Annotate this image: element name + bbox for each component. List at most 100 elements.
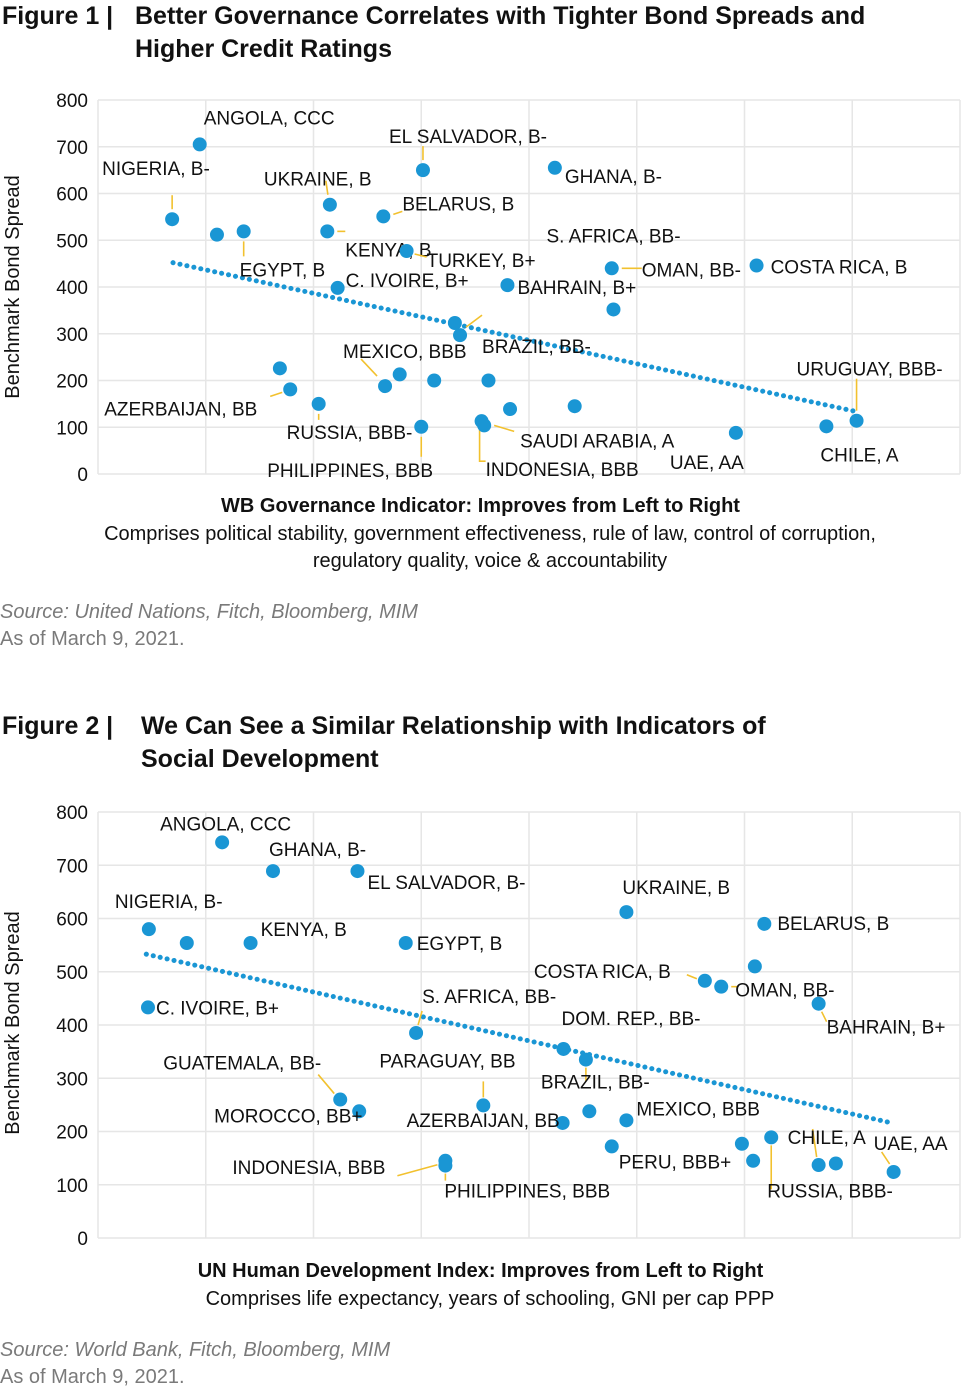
figure2-number: Figure 2 | <box>2 712 114 740</box>
figure2-chart: 0 100 200 300 400 500 600 700 800 Benchmark Bond … <box>2 803 961 1250</box>
data-point <box>409 1025 424 1040</box>
data-label: AZERBAIJAN, BB <box>104 399 257 420</box>
leader-line <box>317 1074 335 1095</box>
leader-line <box>397 1164 438 1177</box>
data-point <box>619 905 634 920</box>
data-label: OMAN, BB- <box>642 260 741 281</box>
y-tick-label: 700 <box>56 138 88 159</box>
leader-line <box>325 180 329 195</box>
data-label: MEXICO, BBB <box>343 342 467 363</box>
data-point <box>819 419 834 434</box>
y-tick-label: 300 <box>56 325 88 346</box>
data-point <box>500 278 515 293</box>
data-point <box>320 224 335 239</box>
leader-line <box>880 1151 891 1165</box>
figure1-title: Figure 1 | Better Governance Correlates … <box>2 0 960 66</box>
figure2-title-line1: We Can See a Similar Relationship with I… <box>141 712 766 740</box>
data-point <box>447 315 462 330</box>
y-tick-label: 0 <box>77 465 88 486</box>
data-point <box>330 280 345 295</box>
data-label: TURKEY, B+ <box>427 251 536 272</box>
leader-line <box>811 1128 818 1158</box>
data-label: BRAZIL, BB- <box>482 337 591 358</box>
data-point <box>886 1164 901 1179</box>
data-label: BELARUS, B <box>777 914 889 935</box>
data-label: RUSSIA, BBB- <box>287 423 413 444</box>
data-point <box>481 373 496 388</box>
leader-line <box>820 1011 828 1023</box>
figure2-y-axis-title: Benchmark Bond Spread <box>2 911 24 1134</box>
leader-line <box>465 314 483 328</box>
data-label: COSTA RICA, B <box>534 962 671 983</box>
data-point <box>438 1158 453 1173</box>
data-label: ANGOLA, CCC <box>204 108 335 129</box>
data-label: PHILIPPINES, BBB <box>267 461 433 482</box>
data-point <box>350 864 365 879</box>
figure1-source: Source: United Nations, Fitch, Bloomberg… <box>0 601 418 623</box>
data-point <box>828 1156 843 1171</box>
data-point <box>567 399 582 414</box>
data-point <box>476 1098 491 1113</box>
data-label: GUATEMALA, BB- <box>163 1054 321 1075</box>
data-label: KENYA, B <box>261 920 347 941</box>
y-tick-label: 0 <box>77 1229 88 1250</box>
leader-line <box>393 210 403 216</box>
data-label: INDONESIA, BBB <box>232 1158 385 1179</box>
data-label: UAE, AA <box>670 453 744 474</box>
figure1-title-line1: Better Governance Correlates with Tighte… <box>135 2 866 30</box>
leader-line <box>414 253 427 258</box>
data-label: BAHRAIN, B+ <box>827 1018 946 1039</box>
data-label: INDONESIA, BBB <box>486 460 639 481</box>
y-tick-label: 400 <box>56 1016 88 1037</box>
data-point <box>272 361 287 376</box>
leader-line <box>360 358 378 377</box>
figure2-title-line2: Social Development <box>141 745 379 773</box>
y-tick-label: 800 <box>56 803 88 824</box>
data-label: UKRAINE, B <box>264 170 372 191</box>
data-label: URUGUAY, BBB- <box>797 360 943 381</box>
data-point <box>209 227 224 242</box>
figure1-trendline <box>170 260 856 414</box>
data-label: MOROCCO, BB+ <box>214 1106 362 1127</box>
data-point <box>578 1052 593 1067</box>
data-point <box>165 212 180 227</box>
leader-line <box>478 427 486 462</box>
figure2-x-axis-subtitle: Comprises life expectancy, years of scho… <box>205 1288 775 1310</box>
data-label: EL SALVADOR, B- <box>389 127 547 148</box>
figure1-gridlines <box>97 99 961 475</box>
data-point <box>556 1041 571 1056</box>
data-point <box>265 864 280 879</box>
data-label: UAE, AA <box>874 1134 948 1155</box>
data-point <box>243 935 258 950</box>
data-point <box>582 1104 597 1119</box>
data-point <box>477 418 492 433</box>
y-tick-label: 200 <box>56 372 88 393</box>
figure2-title: Figure 2 | We Can See a Similar Relation… <box>2 710 960 776</box>
data-label: NIGERIA, B- <box>115 892 223 913</box>
data-point <box>427 373 442 388</box>
figure2-gridlines <box>97 811 961 1239</box>
data-label: C. IVOIRE, B+ <box>156 998 279 1019</box>
figure1-x-axis-title: WB Governance Indicator: Improves from L… <box>221 495 740 517</box>
figure2-as-of: As of March 9, 2021. <box>0 1366 185 1388</box>
data-point <box>141 922 156 937</box>
y-tick-label: 400 <box>56 278 88 299</box>
y-tick-label: 600 <box>56 910 88 931</box>
data-point <box>849 413 864 428</box>
data-label: PHILIPPINES, BBB <box>444 1182 610 1203</box>
y-tick-label: 200 <box>56 1123 88 1144</box>
data-point <box>728 425 743 440</box>
y-tick-label: 100 <box>56 418 88 439</box>
figure2-x-axis-title: UN Human Development Index: Improves fro… <box>197 1260 764 1282</box>
data-label: UKRAINE, B <box>622 878 730 899</box>
data-point <box>283 382 298 397</box>
data-label: RUSSIA, BBB- <box>767 1181 893 1202</box>
figure2-source-block: Source: World Bank, Fitch, Bloomberg, MI… <box>0 1337 390 1391</box>
data-point <box>179 935 194 950</box>
data-label: BELARUS, B <box>402 194 514 215</box>
data-point <box>311 396 326 411</box>
data-point <box>747 959 762 974</box>
data-point <box>376 209 391 224</box>
data-label: C. IVOIRE, B+ <box>346 271 469 292</box>
y-tick-label: 500 <box>56 963 88 984</box>
